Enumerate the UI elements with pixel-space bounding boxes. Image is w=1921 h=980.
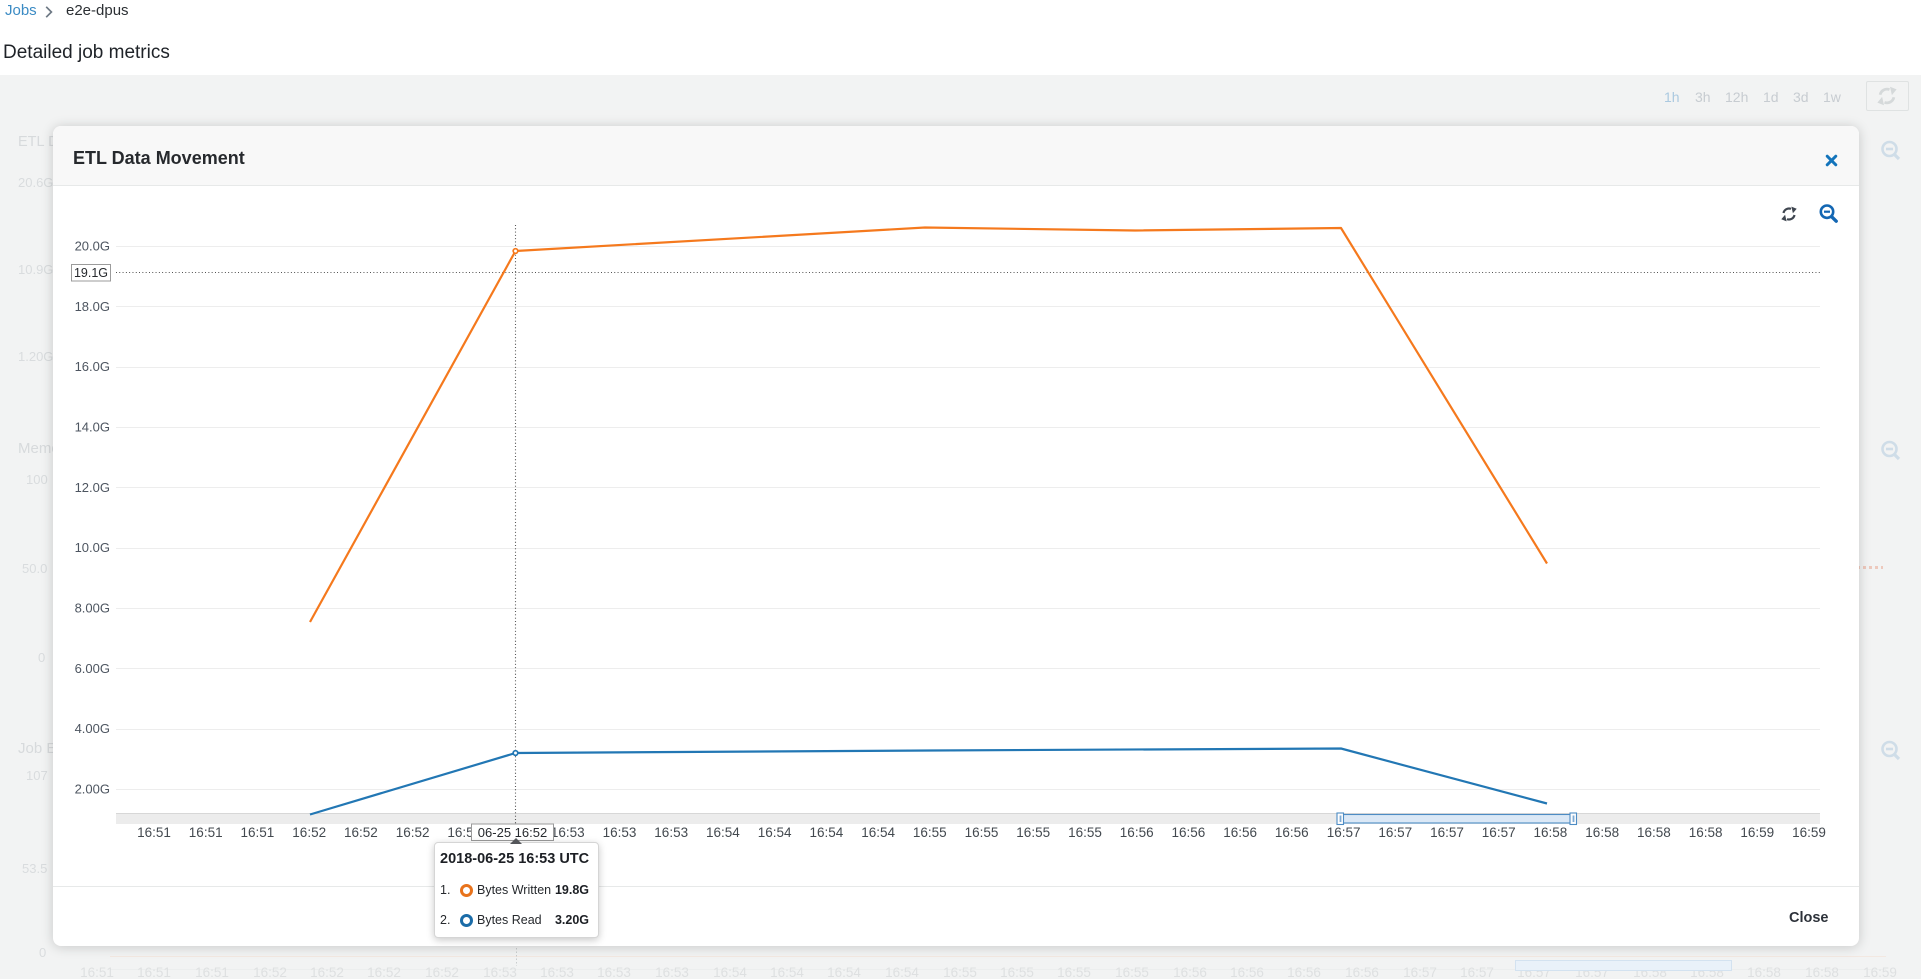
svg-text:16.0G: 16.0G (75, 359, 110, 374)
svg-text:4.00G: 4.00G (75, 721, 110, 736)
svg-text:2.00G: 2.00G (75, 782, 110, 797)
svg-text:16:53: 16:53 (551, 825, 585, 840)
svg-text:16:52: 16:52 (396, 825, 430, 840)
svg-text:19.1G: 19.1G (74, 266, 108, 280)
svg-text:16:52: 16:52 (292, 825, 326, 840)
svg-text:12.0G: 12.0G (75, 480, 110, 495)
svg-text:16:58: 16:58 (1689, 825, 1723, 840)
svg-text:16:56: 16:56 (1275, 825, 1309, 840)
svg-text:06-25 16:52: 06-25 16:52 (478, 825, 547, 840)
svg-text:16:53: 16:53 (603, 825, 637, 840)
svg-text:16:54: 16:54 (706, 825, 740, 840)
svg-text:16:58: 16:58 (1637, 825, 1671, 840)
svg-text:16:56: 16:56 (1223, 825, 1257, 840)
svg-text:16:55: 16:55 (1068, 825, 1102, 840)
svg-text:16:57: 16:57 (1327, 825, 1361, 840)
svg-text:16:54: 16:54 (810, 825, 844, 840)
svg-text:20.0G: 20.0G (75, 239, 110, 254)
svg-text:16:57: 16:57 (1378, 825, 1412, 840)
svg-text:10.0G: 10.0G (75, 540, 110, 555)
svg-text:16:56: 16:56 (1172, 825, 1206, 840)
svg-text:16:51: 16:51 (241, 825, 275, 840)
svg-text:14.0G: 14.0G (75, 420, 110, 435)
svg-text:16:54: 16:54 (758, 825, 792, 840)
svg-text:16:56: 16:56 (1120, 825, 1154, 840)
svg-text:16:55: 16:55 (1016, 825, 1050, 840)
svg-text:16:55: 16:55 (965, 825, 999, 840)
svg-text:16:53: 16:53 (654, 825, 688, 840)
svg-text:8.00G: 8.00G (75, 601, 110, 616)
svg-text:16:55: 16:55 (913, 825, 947, 840)
svg-text:16:57: 16:57 (1430, 825, 1464, 840)
svg-text:16:52: 16:52 (344, 825, 378, 840)
svg-text:16:51: 16:51 (189, 825, 223, 840)
svg-text:16:59: 16:59 (1792, 825, 1826, 840)
svg-text:16:58: 16:58 (1534, 825, 1568, 840)
svg-text:16:51: 16:51 (137, 825, 171, 840)
svg-text:16:54: 16:54 (861, 825, 895, 840)
svg-text:16:59: 16:59 (1740, 825, 1774, 840)
svg-text:16:57: 16:57 (1482, 825, 1516, 840)
svg-text:6.00G: 6.00G (75, 661, 110, 676)
svg-text:18.0G: 18.0G (75, 299, 110, 314)
svg-text:16:58: 16:58 (1585, 825, 1619, 840)
